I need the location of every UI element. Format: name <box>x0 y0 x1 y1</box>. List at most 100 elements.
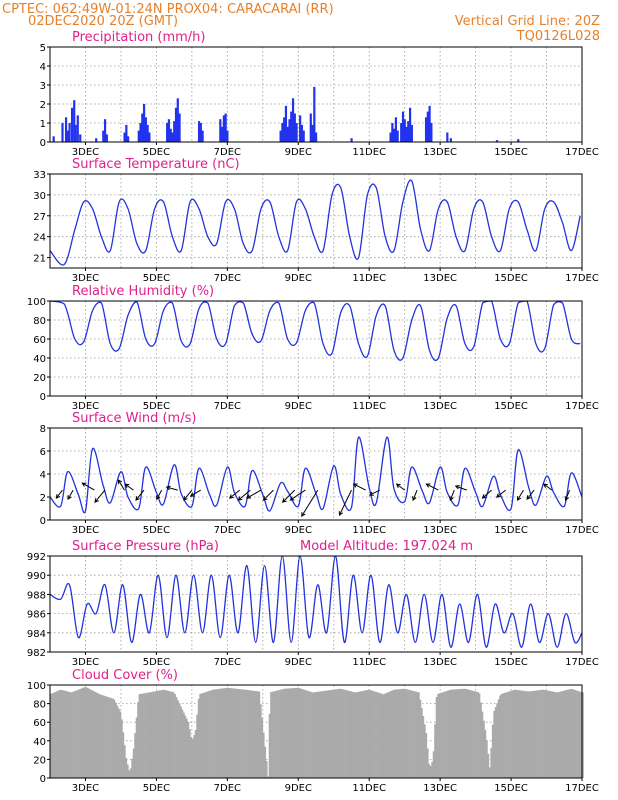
cloud-bar <box>168 691 170 778</box>
x-tick-label: 11DEC <box>352 525 386 536</box>
x-tick-label: 3DEC <box>72 525 99 536</box>
header-station: CPTEC: 062:49W-01:24N PROX04: CARACARAI … <box>2 2 334 17</box>
cloud-bar <box>410 690 413 778</box>
cloud-bar <box>480 702 482 778</box>
wind-arrow <box>238 489 251 501</box>
panels: Precipitation (mm/h) 0 1 2 3 4 5 3DEC 5DEC 7DEC 9D… <box>27 30 599 794</box>
cloud-bar <box>545 690 547 778</box>
cloud-bar <box>166 690 169 778</box>
precip-bar <box>221 126 224 142</box>
cloud-bar <box>466 689 469 778</box>
panel-title: Relative Humidity (%) <box>72 284 214 299</box>
precip-bar <box>311 124 314 142</box>
cloud-bar <box>471 690 473 778</box>
cloud-bar <box>212 689 215 778</box>
cloud-bar <box>267 776 270 778</box>
cloud-bar <box>580 692 583 778</box>
cloud-bar <box>446 690 448 778</box>
cloud-bar <box>435 697 438 778</box>
cloud-bar <box>221 688 224 778</box>
wind-arrow <box>94 489 106 503</box>
cloud-bar <box>339 688 342 778</box>
cloud-bar <box>120 719 123 778</box>
cloud-bar <box>316 691 318 778</box>
cloud-bar <box>450 689 453 778</box>
cloud-bar <box>409 690 411 778</box>
wind-arrow-head <box>454 485 460 490</box>
cloud-bar <box>401 688 404 778</box>
cloud-bar <box>372 690 374 778</box>
cloud-bar <box>107 697 110 778</box>
cloud-bar <box>227 687 230 778</box>
wind-arrow <box>526 489 535 500</box>
wind-arrow <box>183 489 193 501</box>
cloud-bar <box>293 688 296 778</box>
panel-title: Surface Temperature (nC) <box>72 157 240 172</box>
x-tick-label: 7DEC <box>214 273 241 284</box>
cloud-bar <box>240 689 243 778</box>
cloud-bar <box>299 688 302 778</box>
cloud-bar <box>81 688 83 778</box>
cloud-bar <box>163 689 166 778</box>
wind-arrow-head <box>495 493 501 498</box>
cloud-bar <box>286 688 289 778</box>
cloud-bar <box>171 691 173 778</box>
cloud-bar <box>112 698 114 778</box>
wind-arrow <box>56 489 63 499</box>
y-tick-label: 6 <box>40 447 46 458</box>
header-grid-note: Vertical Grid Line: 20Z <box>455 14 600 29</box>
precip-bar <box>449 138 452 142</box>
cloud-bar <box>515 689 518 778</box>
x-tick-label: 13DEC <box>423 401 457 412</box>
cloud-bar <box>307 690 309 778</box>
x-tick-label: 17DEC <box>565 147 599 158</box>
wind-arrow <box>82 482 95 491</box>
cloud-bar <box>327 690 330 778</box>
panel-2: Relative Humidity (%) 0 20 40 60 80 100 3DEC 5DE… <box>27 284 599 412</box>
cloud-bar <box>431 762 434 778</box>
x-tick-label: 3DEC <box>72 147 99 158</box>
precip-bar <box>66 130 69 142</box>
cloud-bar <box>113 699 116 778</box>
cloud-bar <box>321 691 324 778</box>
precip-bar <box>407 121 410 142</box>
y-tick-label: 100 <box>27 297 46 308</box>
cloud-bar <box>521 690 524 778</box>
x-tick-label: 9DEC <box>285 401 312 412</box>
wind-arrow <box>290 489 306 501</box>
wind-arrow <box>449 489 455 501</box>
cloud-bar <box>67 691 70 778</box>
series-line <box>49 555 583 648</box>
precip-bar <box>125 124 128 142</box>
precip-bar <box>105 134 108 142</box>
y-tick-label: 80 <box>33 316 46 327</box>
cloud-bar <box>379 693 382 778</box>
precip-bar <box>290 111 293 142</box>
wind-arrow <box>67 489 74 500</box>
cloud-bar <box>369 689 371 778</box>
precip-bar <box>302 130 305 142</box>
cloud-bar <box>440 692 442 778</box>
x-tick-label: 17DEC <box>565 657 599 668</box>
cloud-bar <box>51 693 54 778</box>
cloud-bar <box>364 690 367 778</box>
cloud-bar <box>174 693 176 778</box>
cloud-bar <box>76 690 79 778</box>
panel-frame <box>49 46 583 143</box>
cloud-bar <box>311 692 314 778</box>
cloud-bar <box>183 712 185 778</box>
cloud-bar <box>491 724 494 778</box>
cloud-bar <box>437 693 439 778</box>
precip-bar <box>137 130 140 142</box>
precip-bar <box>61 123 64 142</box>
cloud-bar <box>531 691 534 778</box>
cloud-bar <box>333 689 336 778</box>
cloud-bar <box>126 764 129 778</box>
wind-arrow-head <box>543 483 548 488</box>
cloud-bar <box>94 691 97 778</box>
y-tick-label: 0 <box>40 138 46 149</box>
panel-4: Surface Pressure (hPa) Model Altitude: 19… <box>27 539 599 668</box>
cloud-bar <box>562 690 565 778</box>
precip-bar <box>127 136 130 142</box>
cloud-bar <box>474 691 476 778</box>
